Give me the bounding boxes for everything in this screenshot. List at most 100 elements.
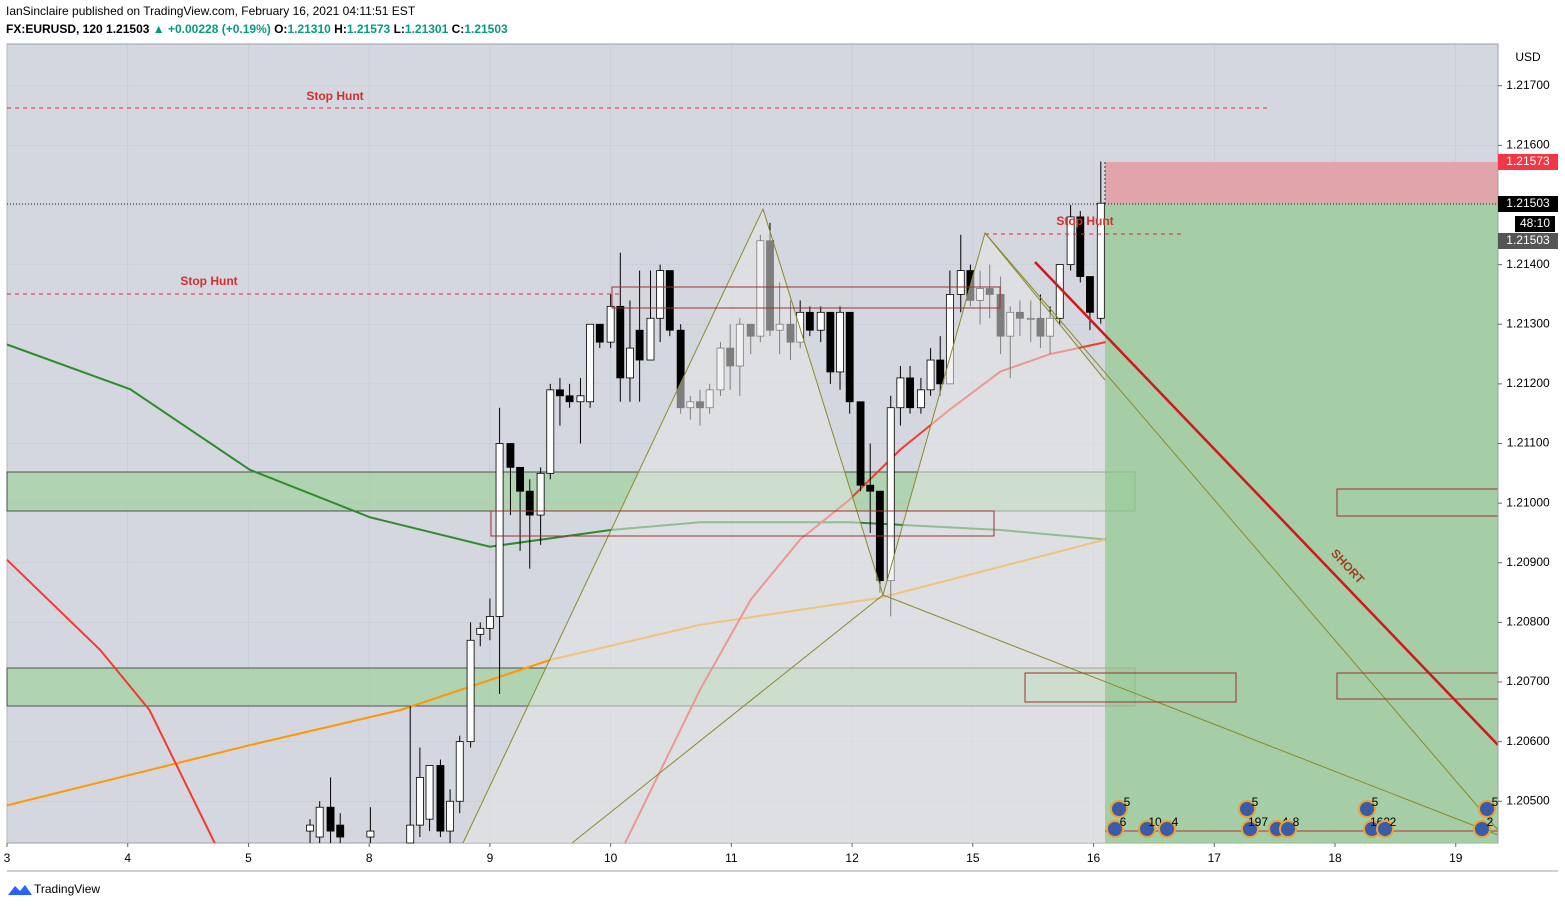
candle-body (466, 639, 475, 743)
event-icon (1238, 800, 1256, 818)
c: 1.21503 (464, 22, 508, 36)
candle-body (616, 305, 625, 379)
candle-body (845, 311, 854, 403)
event-icon (1279, 820, 1297, 838)
x-tick-label: 17 (1208, 851, 1222, 865)
candle-body (656, 270, 665, 319)
event-count: 2 (1487, 815, 1494, 829)
candle-body (415, 777, 424, 826)
candle-body (1076, 216, 1085, 277)
y-tick-label: 1.21400 (1506, 257, 1550, 271)
event-icon (1473, 820, 1491, 838)
candle-body (406, 824, 415, 844)
x-tick-label: 4 (124, 851, 131, 865)
candle-body (1066, 216, 1075, 266)
price-axis (1498, 44, 1565, 843)
event-icon (1478, 800, 1496, 818)
pattern-leg (882, 594, 1499, 836)
candle-body (926, 359, 935, 391)
candle-body (886, 407, 895, 582)
candle-body (906, 377, 914, 409)
price-tag (1498, 196, 1558, 212)
y-tick-label: 1.20600 (1506, 734, 1550, 748)
pattern-fill (463, 209, 1105, 843)
x-tick-label: 16 (1087, 851, 1101, 865)
o: 1.21310 (287, 22, 331, 36)
candle-body (826, 311, 835, 373)
candle-body (536, 472, 545, 516)
candle-body (856, 401, 865, 486)
candle-body (635, 329, 644, 361)
candle-body (476, 627, 485, 635)
candle-body (425, 765, 434, 820)
events: 561045197485162252 (1106, 795, 1499, 838)
candle-body (485, 616, 494, 629)
logo (8, 885, 32, 895)
candle-body (446, 800, 454, 832)
h: 1.21573 (347, 22, 391, 36)
footer: TradingView (34, 882, 100, 896)
x-tick-label: 10 (604, 851, 618, 865)
event-count: 5 (1492, 795, 1499, 809)
candle-body (326, 806, 335, 832)
event-count: 2 (1390, 815, 1397, 829)
event-count: 8 (1293, 815, 1300, 829)
price-tag-text: 1.21503 (1506, 233, 1550, 247)
candle-body (606, 305, 615, 343)
symbol: FX:EURUSD, 120 (6, 22, 103, 36)
candle-body (366, 830, 375, 838)
pattern-leg (984, 232, 1499, 831)
event-icon (1138, 820, 1156, 838)
candle-body (956, 270, 965, 295)
candle-body (805, 311, 814, 331)
short-line (1034, 261, 1499, 746)
stop-zone (1105, 162, 1498, 204)
x-tick-label: 9 (487, 851, 494, 865)
event-icon (1110, 800, 1128, 818)
change: ▲ +0.00228 (+0.19%) (153, 22, 271, 36)
price-tag-text: 1.21503 (1506, 196, 1550, 210)
candle-body (586, 323, 595, 403)
candle-body (455, 741, 464, 802)
c-label: C: (452, 22, 465, 36)
price-tag (1498, 233, 1558, 249)
annotation: Stop Hunt (1056, 214, 1113, 228)
candle-body (1096, 202, 1105, 319)
candle-body (896, 377, 905, 409)
y-tick-label: 1.21200 (1506, 376, 1550, 390)
y-tick-label: 1.21000 (1506, 495, 1550, 509)
candle-body (836, 311, 844, 373)
axis-unit: USD (1515, 50, 1541, 64)
event-icon (1241, 820, 1259, 838)
candle-body (525, 490, 534, 516)
candle-body (595, 323, 604, 343)
candle-body (556, 389, 564, 397)
x-tick-label: 18 (1328, 851, 1342, 865)
last: 1.21503 (106, 22, 150, 36)
candle-body (866, 484, 875, 492)
candle-body (436, 765, 445, 832)
event-count: 4 (1172, 815, 1179, 829)
countdown-tag (1515, 216, 1555, 232)
price-tag (1498, 154, 1558, 170)
candle-body (516, 466, 525, 492)
y-tick-label: 1.20700 (1506, 674, 1550, 688)
box (611, 286, 1001, 309)
symbol-line: FX:EURUSD, 120 1.21503 ▲ +0.00228 (+0.19… (6, 22, 508, 36)
y-tick-label: 1.21100 (1507, 436, 1550, 450)
candle-body (626, 347, 634, 379)
event-count: 5 (1252, 795, 1259, 809)
candle-body (565, 395, 574, 403)
box (1024, 672, 1237, 703)
event-icon (1158, 820, 1176, 838)
publish-info: IanSinclaire published on TradingView.co… (6, 4, 416, 18)
candle-body (336, 824, 345, 838)
annotation: Stop Hunt (180, 274, 237, 288)
candle-body (646, 317, 655, 361)
event-icon (1106, 820, 1124, 838)
price-tag-text: 1.21573 (1506, 154, 1550, 168)
event-count: 197 (1248, 815, 1268, 829)
x-tick-label: 3 (4, 851, 11, 865)
